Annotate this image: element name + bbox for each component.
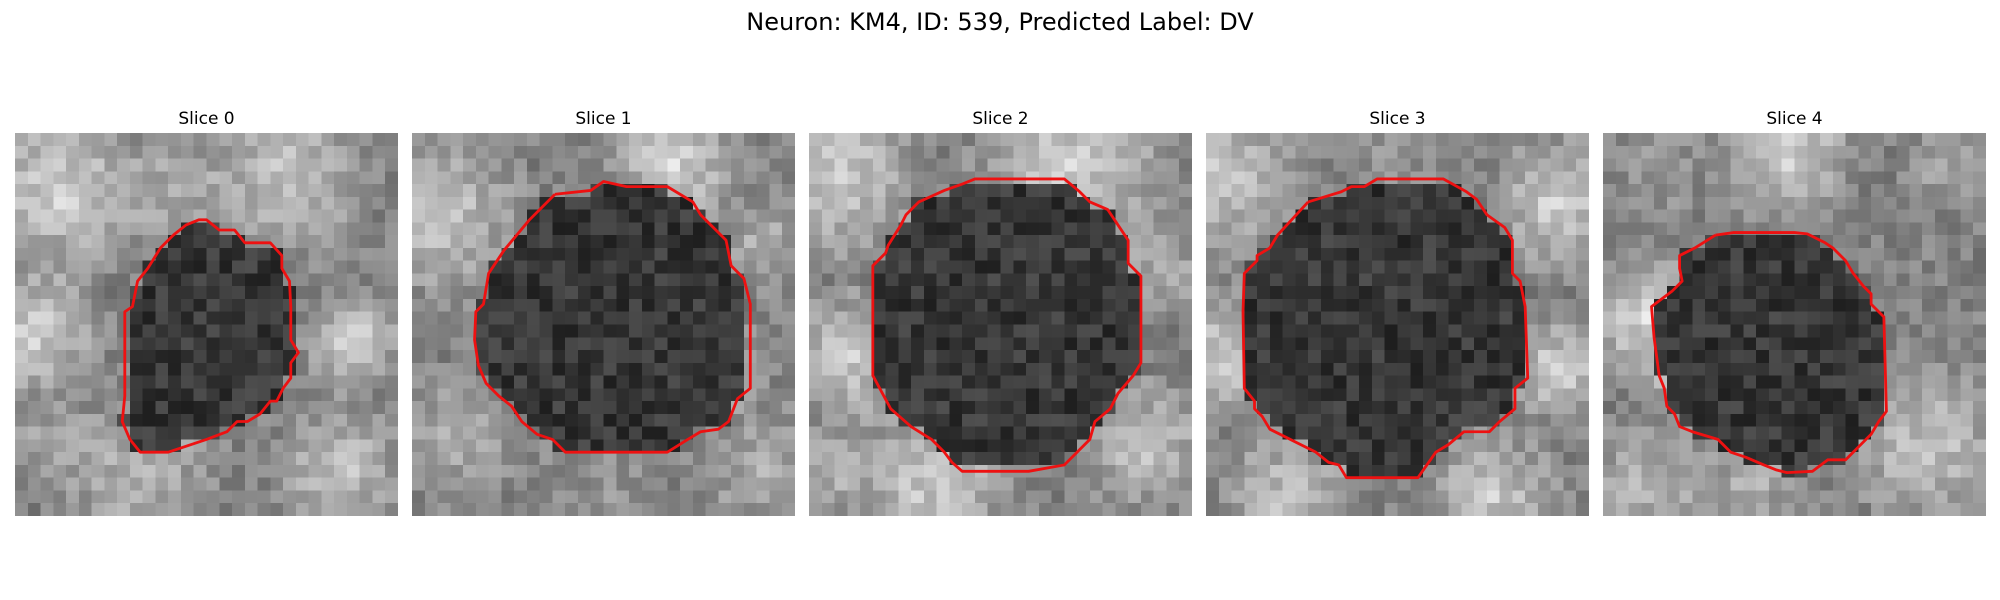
slice-panel-4: Slice 4 (1603, 105, 1986, 516)
neuron-contour (473, 180, 752, 454)
slice-panel-1: Slice 1 (412, 105, 795, 516)
slice-image (15, 133, 398, 516)
neuron-contour (120, 218, 300, 454)
slice-title: Slice 0 (178, 109, 235, 129)
slice-title: Slice 2 (972, 109, 1029, 129)
slice-panel-3: Slice 3 (1206, 105, 1589, 516)
neuron-contour (871, 177, 1143, 473)
neuron-contour (1241, 177, 1530, 480)
contour-line (120, 218, 300, 454)
slice-title: Slice 3 (1369, 109, 1426, 129)
neuron-contour (1650, 231, 1888, 474)
slice-title: Slice 1 (575, 109, 632, 129)
contour-line (473, 180, 752, 454)
contour-line (1241, 177, 1530, 480)
slice-image (1603, 133, 1986, 516)
slice-title: Slice 4 (1766, 109, 1823, 129)
slice-panel-0: Slice 0 (15, 105, 398, 516)
contour-line (1650, 231, 1888, 474)
slice-panel-2: Slice 2 (809, 105, 1192, 516)
contour-line (871, 177, 1143, 473)
figure-title: Neuron: KM4, ID: 539, Predicted Label: D… (746, 8, 1254, 36)
